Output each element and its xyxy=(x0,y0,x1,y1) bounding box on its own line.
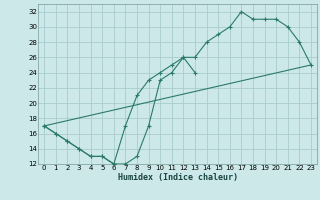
X-axis label: Humidex (Indice chaleur): Humidex (Indice chaleur) xyxy=(118,173,238,182)
